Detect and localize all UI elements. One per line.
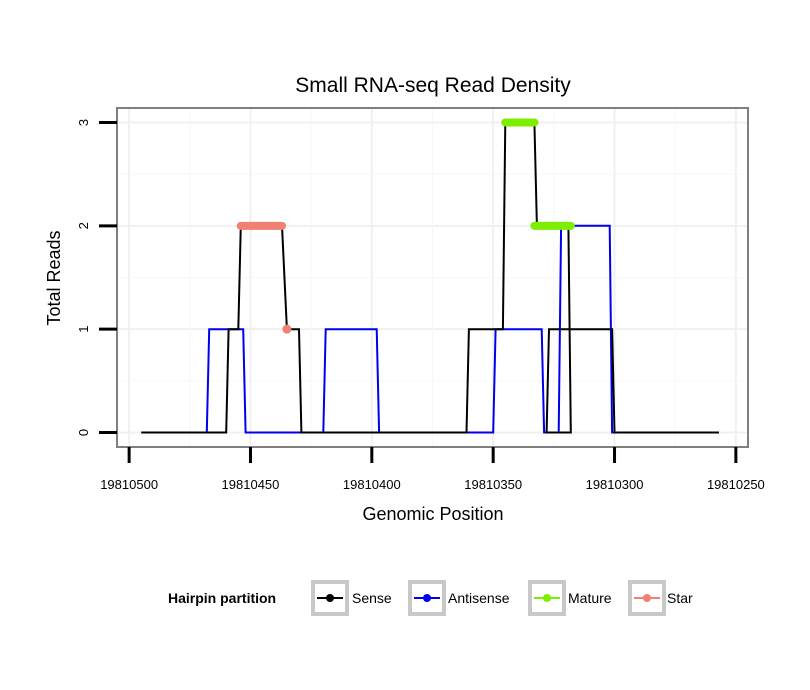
legend-item-antisense: Antisense (408, 580, 510, 616)
series-sense-line (141, 121, 719, 434)
x-axis-title: Genomic Position (362, 504, 503, 524)
legend-title: Hairpin partition (168, 590, 276, 606)
data-layer (141, 118, 719, 434)
legend: Hairpin partition Sense Antisense Mature St… (168, 580, 693, 616)
y-axis-title: Total Reads (44, 230, 64, 325)
grid (117, 108, 748, 447)
y-tick-label: 0 (76, 429, 91, 436)
legend-label-sense: Sense (352, 590, 392, 606)
legend-label-star: Star (667, 590, 693, 606)
x-axis: 19810500 19810450 19810400 19810350 19810300… (100, 447, 765, 492)
legend-item-star: Star (628, 580, 693, 616)
chart-title: Small RNA-seq Read Density (295, 74, 571, 97)
x-tick-label: 19810500 (100, 477, 158, 492)
legend-key-dot-antisense (423, 594, 431, 602)
y-tick-label: 2 (76, 222, 91, 229)
x-tick-label: 19810400 (343, 477, 401, 492)
legend-label-mature: Mature (568, 590, 612, 606)
x-tick-label: 19810350 (464, 477, 522, 492)
x-tick-label: 19810250 (707, 477, 765, 492)
legend-key-dot-mature (543, 594, 551, 602)
y-axis: 0 1 2 3 (76, 119, 117, 436)
x-tick-label: 19810450 (222, 477, 280, 492)
legend-key-dot-sense (326, 594, 334, 602)
y-tick-label: 1 (76, 326, 91, 333)
x-tick-label: 19810300 (586, 477, 644, 492)
legend-item-sense: Sense (311, 580, 392, 616)
legend-key-dot-star (643, 594, 651, 602)
legend-item-mature: Mature (528, 580, 612, 616)
plot-panel-border (116, 107, 749, 448)
series-star-point (282, 324, 292, 334)
y-tick-label: 3 (76, 119, 91, 126)
legend-label-antisense: Antisense (448, 590, 510, 606)
